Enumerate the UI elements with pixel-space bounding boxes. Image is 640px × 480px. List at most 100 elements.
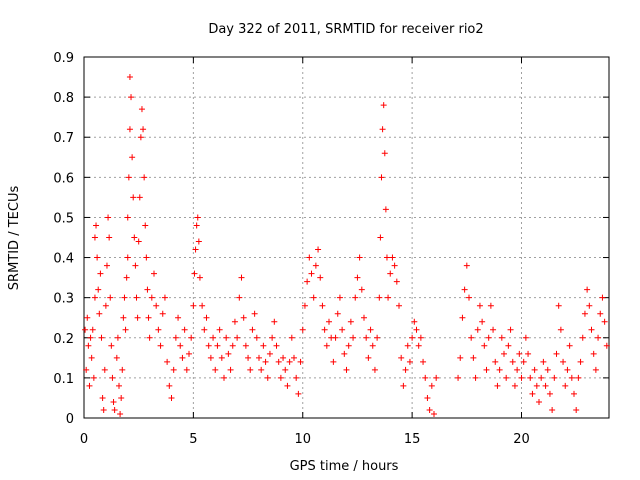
- data-point: [221, 374, 227, 381]
- data-point: [183, 366, 190, 373]
- data-point: [514, 366, 521, 373]
- data-point: [210, 334, 217, 341]
- data-point: [98, 334, 105, 341]
- data-point: [124, 254, 131, 261]
- data-point: [312, 262, 319, 269]
- data-point: [258, 366, 265, 373]
- data-point: [87, 334, 94, 341]
- data-point: [470, 354, 477, 361]
- data-point: [262, 358, 269, 365]
- data-point: [143, 254, 150, 261]
- data-point: [356, 254, 363, 261]
- y-tick-label: 0.6: [53, 171, 74, 186]
- data-point: [126, 74, 133, 81]
- data-point: [332, 334, 339, 341]
- data-point: [538, 374, 545, 381]
- data-point: [273, 342, 280, 349]
- data-point: [306, 254, 313, 261]
- data-point: [468, 334, 475, 341]
- data-point: [234, 334, 241, 341]
- data-points: [82, 74, 610, 417]
- data-point: [304, 278, 311, 285]
- data-point: [336, 294, 343, 301]
- data-point: [505, 342, 512, 349]
- data-point: [96, 310, 103, 317]
- data-point: [363, 334, 370, 341]
- data-point: [193, 222, 200, 229]
- data-point: [334, 310, 341, 317]
- data-point: [365, 354, 372, 361]
- data-point: [603, 342, 610, 349]
- data-point: [571, 390, 577, 397]
- data-point: [393, 278, 400, 285]
- data-point: [118, 394, 125, 401]
- data-point: [525, 350, 532, 357]
- data-point: [111, 406, 118, 413]
- data-point: [509, 358, 516, 365]
- data-point: [122, 326, 129, 333]
- data-point: [330, 358, 337, 365]
- y-tick-label: 0.9: [53, 51, 74, 66]
- data-point: [381, 150, 388, 157]
- data-point: [516, 350, 523, 357]
- data-point: [581, 310, 588, 317]
- data-point: [424, 394, 431, 401]
- data-point: [549, 406, 556, 413]
- y-tick-label: 0.8: [53, 91, 74, 106]
- data-point: [229, 342, 236, 349]
- data-point: [225, 350, 232, 357]
- x-tick-label: 10: [294, 432, 311, 447]
- data-point: [428, 382, 435, 389]
- data-point: [136, 194, 143, 201]
- data-point: [188, 334, 195, 341]
- data-point: [107, 294, 114, 301]
- data-point: [100, 406, 107, 413]
- data-point: [190, 302, 197, 309]
- data-point: [157, 342, 164, 349]
- data-point: [501, 350, 507, 357]
- data-point: [518, 374, 525, 381]
- data-point: [114, 334, 121, 341]
- data-point: [511, 382, 518, 389]
- data-point: [383, 254, 390, 261]
- data-point: [371, 366, 378, 373]
- data-point: [472, 374, 479, 381]
- data-point: [203, 314, 210, 321]
- data-point: [422, 374, 429, 381]
- data-point: [380, 102, 387, 109]
- data-point: [99, 394, 106, 401]
- data-point: [280, 354, 287, 361]
- data-point: [282, 366, 289, 373]
- data-point: [277, 374, 284, 381]
- data-point: [91, 294, 98, 301]
- data-point: [133, 294, 140, 301]
- data-point: [95, 286, 102, 293]
- data-point: [126, 126, 133, 133]
- data-point: [463, 262, 470, 269]
- data-point: [271, 318, 278, 325]
- data-point: [105, 214, 112, 221]
- data-point: [379, 126, 386, 133]
- data-point: [117, 410, 124, 417]
- x-tick-label: 15: [404, 432, 421, 447]
- data-point: [557, 326, 564, 333]
- data-point: [124, 214, 131, 221]
- data-point: [201, 326, 208, 333]
- data-point: [492, 358, 499, 365]
- data-point: [341, 350, 348, 357]
- data-point: [91, 234, 98, 241]
- data-point: [249, 326, 256, 333]
- data-point: [199, 302, 206, 309]
- data-point: [148, 294, 155, 301]
- data-point: [137, 134, 144, 141]
- data-point: [374, 334, 381, 341]
- chart-title: Day 322 of 2011, SRMTID for receiver rio…: [208, 22, 483, 37]
- data-point: [130, 194, 137, 201]
- data-point: [269, 334, 276, 341]
- data-point: [498, 334, 505, 341]
- data-point: [400, 382, 407, 389]
- data-point: [153, 302, 160, 309]
- data-point: [409, 334, 416, 341]
- data-point: [120, 314, 127, 321]
- data-point: [93, 222, 100, 229]
